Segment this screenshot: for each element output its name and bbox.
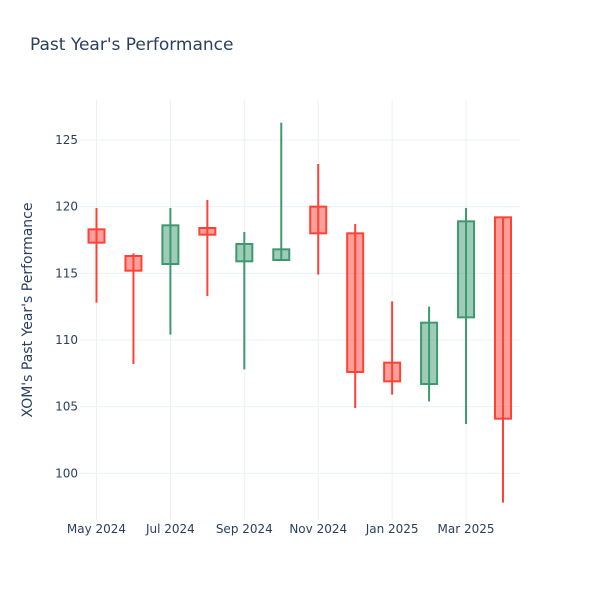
x-tick-label: Jan 2025: [365, 522, 419, 536]
candle-decreasing: [383, 301, 402, 395]
candle-increasing: [457, 208, 476, 424]
candle-decreasing: [346, 224, 365, 408]
y-tick-label: 120: [55, 200, 78, 214]
candle-decreasing: [124, 253, 143, 364]
x-tick-label: Jul 2024: [145, 522, 195, 536]
y-tick-label: 125: [55, 133, 78, 147]
x-tick-label: May 2024: [67, 522, 126, 536]
candle-body: [383, 361, 402, 383]
candle-body: [494, 216, 512, 420]
y-tick-label: 110: [55, 333, 78, 347]
y-tick-label: 115: [55, 266, 78, 280]
candle-body: [198, 227, 217, 236]
x-tick-label: Nov 2024: [289, 522, 347, 536]
candle-body: [272, 248, 291, 261]
candle-decreasing: [87, 208, 106, 303]
candle-body: [420, 321, 439, 385]
candle-body: [235, 243, 254, 263]
candle-body: [309, 205, 328, 235]
candle-body: [346, 232, 365, 373]
x-axis-ticks: May 2024 Jul 2024 Sep 2024 Nov 2024 Jan 2025…: [67, 522, 495, 536]
y-axis-ticks: 100 105 110 115 120 125: [55, 133, 78, 480]
candle-body: [161, 224, 180, 265]
chart-title: Past Year's Performance: [30, 35, 234, 55]
candle-increasing: [235, 232, 254, 370]
candles: [87, 122, 512, 503]
candle-decreasing: [494, 216, 512, 503]
candle-increasing: [420, 306, 439, 402]
y-tick-label: 100: [55, 466, 78, 480]
candle-decreasing: [309, 164, 328, 275]
y-tick-label: 105: [55, 400, 78, 414]
x-tick-label: Mar 2025: [438, 522, 495, 536]
gridlines: [80, 100, 520, 520]
y-axis-title: XOM's Past Year's Performance: [20, 203, 36, 418]
x-tick-label: Sep 2024: [216, 522, 273, 536]
candle-decreasing: [198, 200, 217, 296]
candle-body: [87, 228, 106, 244]
candle-increasing: [272, 122, 291, 261]
candle-body: [124, 255, 143, 272]
candle-body: [457, 220, 476, 319]
candle-increasing: [161, 208, 180, 335]
